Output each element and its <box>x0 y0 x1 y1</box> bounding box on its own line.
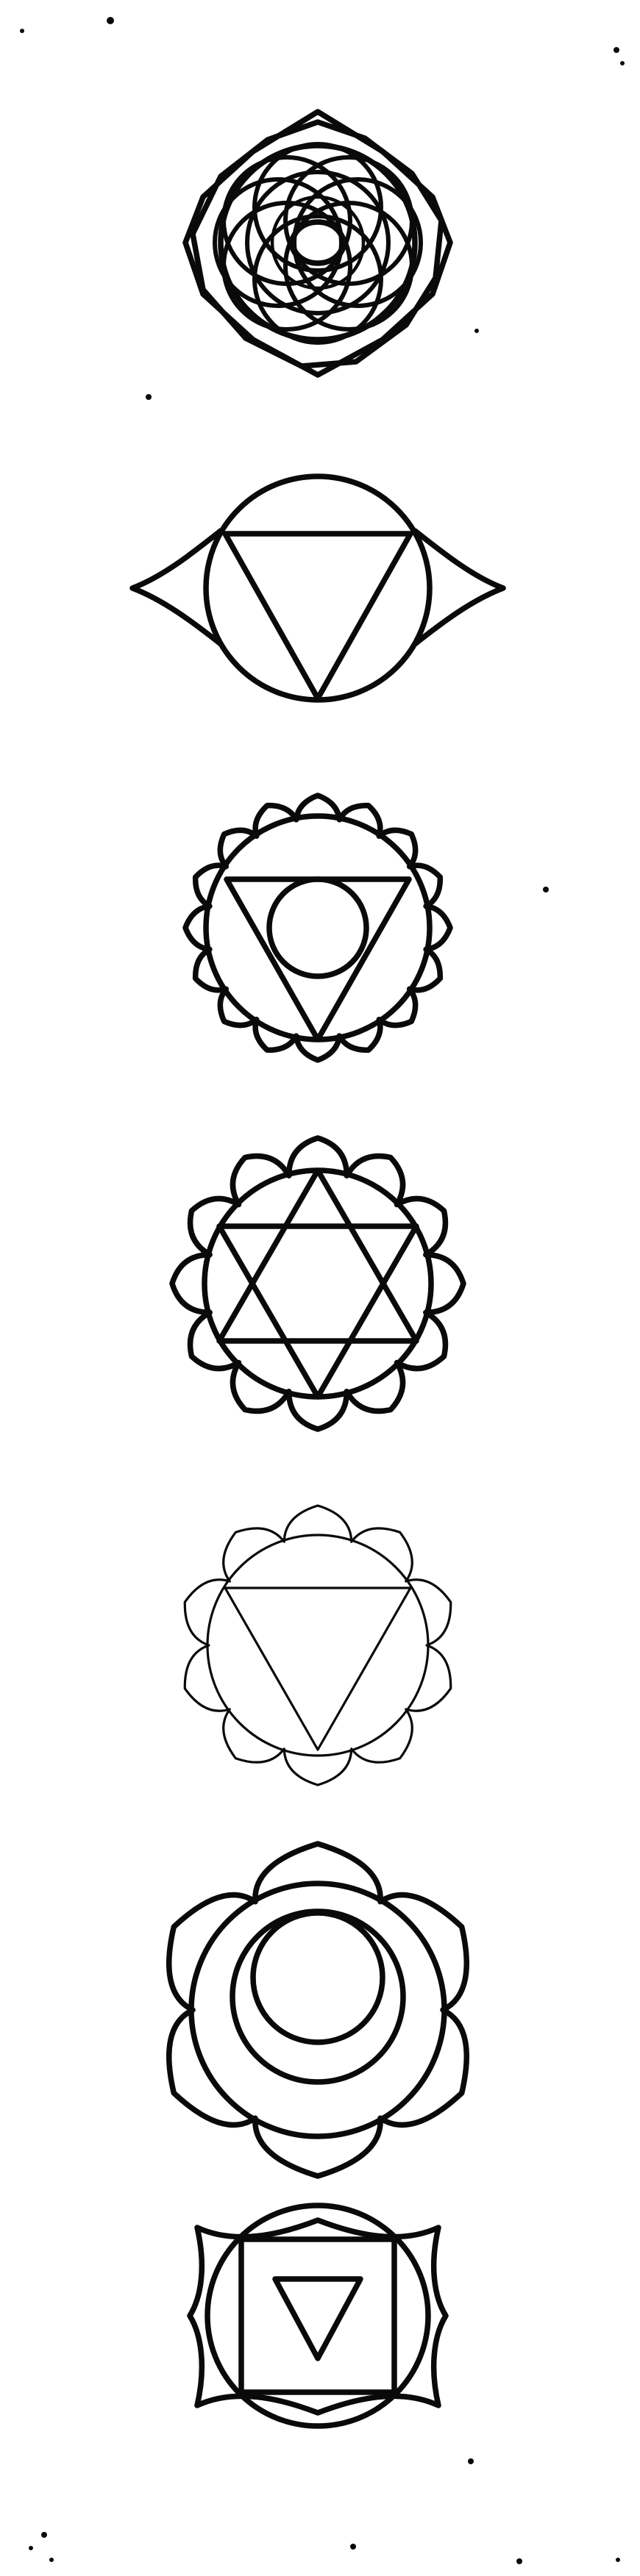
outer-circle <box>203 813 433 1042</box>
square <box>238 2236 397 2395</box>
center-oval <box>290 219 346 266</box>
petal-outline <box>182 793 453 1063</box>
inner-circle <box>266 876 369 979</box>
petal-outline <box>183 1504 452 1786</box>
four-petal-lotus-icon <box>187 2203 449 2429</box>
crescent-inner <box>250 1910 385 2045</box>
six-petal-lotus-icon <box>166 1841 469 2179</box>
twelve-petal-lotus-icon <box>169 1135 466 1432</box>
thousand-petal-lotus-icon <box>182 109 453 378</box>
sixteen-petal-lotus-icon <box>182 793 453 1063</box>
downward-triangle <box>222 531 413 701</box>
downward-triangle <box>224 1586 412 1751</box>
petal-ring <box>169 1135 466 1432</box>
petal-ring <box>187 2217 449 2416</box>
outer-petal-star-a <box>182 109 453 378</box>
two-petal-lotus-icon <box>129 473 506 703</box>
ten-petal-lotus-icon <box>183 1504 452 1786</box>
outer-circle <box>202 1167 434 1400</box>
downward-triangle <box>216 1223 419 1400</box>
left-petal <box>129 528 224 647</box>
print-specks <box>20 17 625 2564</box>
overlapping-petal-rings <box>213 142 423 345</box>
petal-ring <box>166 1841 469 2179</box>
upward-triangle <box>216 1167 419 1344</box>
outer-circle <box>203 473 433 703</box>
outer-circle <box>205 2203 431 2429</box>
outer-circle <box>188 1881 447 2139</box>
petal-outline <box>169 1135 466 1432</box>
petal-outline <box>166 1841 469 2179</box>
right-petal <box>412 528 506 647</box>
petal-ring <box>182 793 453 1063</box>
downward-triangle <box>272 2276 363 2361</box>
outer-petal-star-b <box>190 119 444 369</box>
petal-ring <box>183 1504 452 1786</box>
outer-circle <box>206 1534 430 1757</box>
downward-triangle <box>224 876 412 1042</box>
